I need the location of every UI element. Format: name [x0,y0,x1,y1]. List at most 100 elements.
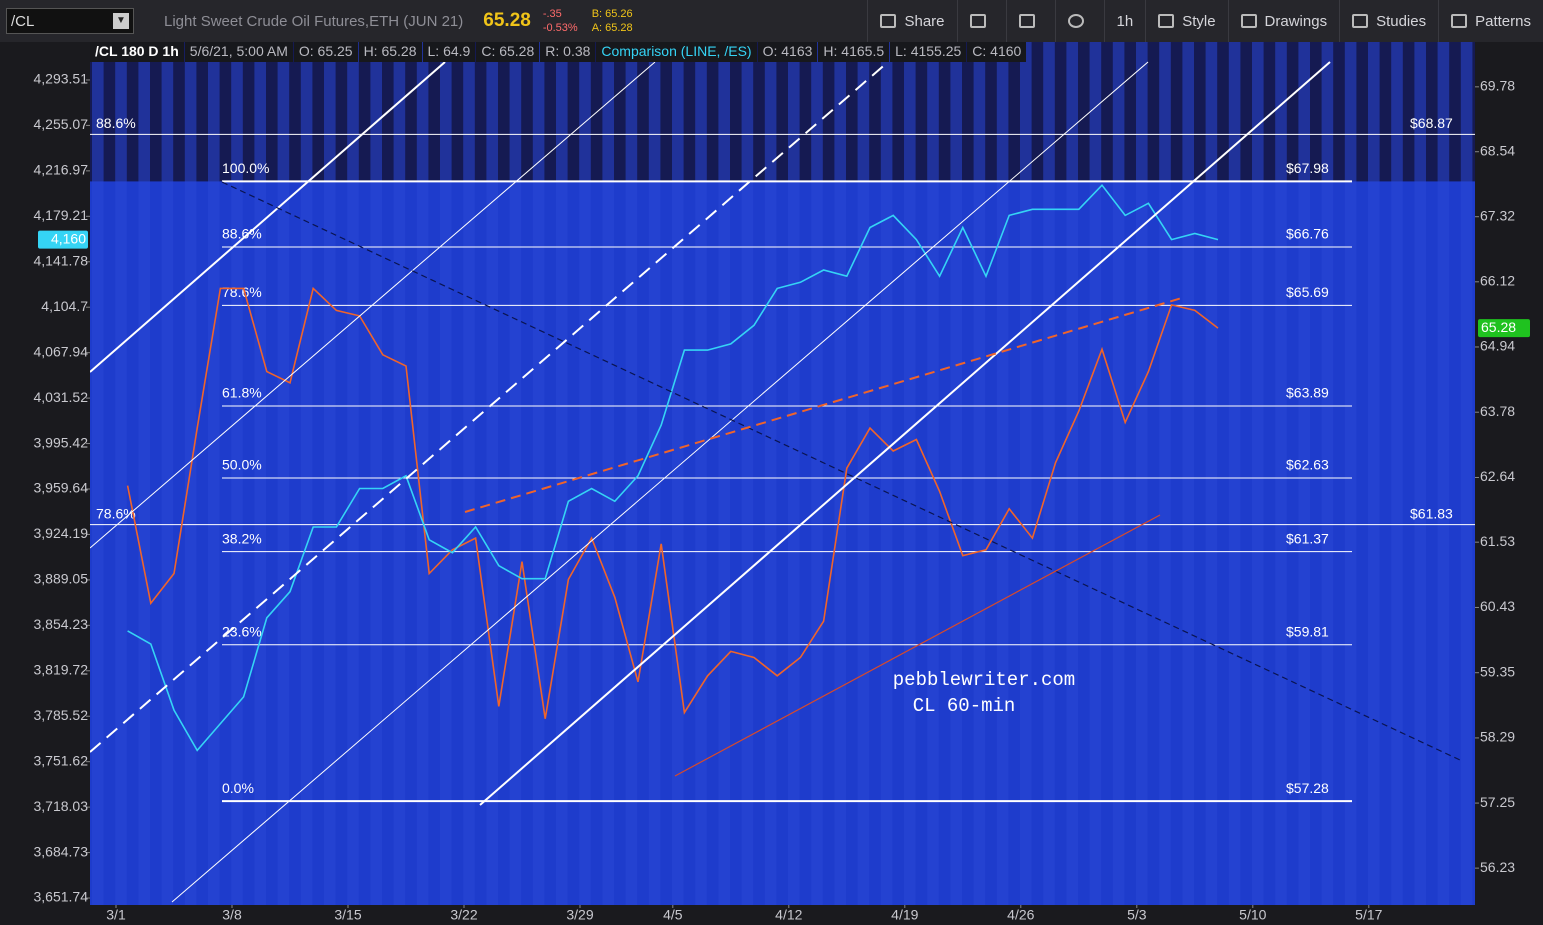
x-tick-label: 3/1 [106,907,126,923]
symbol: /CL [11,12,35,30]
lab-button[interactable] [1005,0,1055,42]
stripe [1437,42,1450,905]
stripe [161,42,174,905]
stripe [393,42,406,905]
trend-line [89,61,446,373]
icon [1067,14,1084,28]
y2-tick-label: 3,651.74 [34,889,89,905]
ohlc: R: 0.38 [540,42,596,62]
x-tick-label: 3/8 [222,907,242,923]
stripe [811,42,823,905]
upper-zone [90,42,1475,182]
patterns-button[interactable]: Patterns [1438,0,1543,42]
stripe [1043,42,1055,905]
header: /CL 180 D 1h 5/6/21, 5:00 AM O: 65.25 H:… [90,42,1027,62]
fib-price-label: $57.28 [1286,780,1329,796]
stripe [1228,42,1241,905]
x-tick-label: 4/19 [891,907,918,923]
fib-price-label: $66.76 [1286,226,1329,242]
y2-tick-label: 3,785.52 [34,707,89,723]
watermark: CL 60-min [913,695,1016,717]
icon [1240,14,1257,28]
stripe [1112,42,1125,905]
stripe [764,42,777,905]
right-axis [1475,42,1543,905]
stripe [1275,42,1287,905]
stripe [532,42,545,905]
trend-line [479,61,1331,806]
y2-marker-box [38,230,88,249]
stripe [440,42,452,905]
stripe [254,42,266,905]
fib-price-label: $61.37 [1286,530,1329,546]
ohlc: C: 65.28 [476,42,540,62]
ohlc: L: 64.9 [422,42,476,62]
fib-price-label: $62.63 [1286,457,1329,473]
stripe [579,42,591,905]
stripe [1321,42,1334,905]
icon [969,14,986,28]
settings-button[interactable] [1054,0,1104,42]
change: -.35 -0.53% [543,7,578,35]
y2-tick-label: 3,684.73 [34,843,89,859]
bid-ask: B: 65.26 A: 65.28 [592,7,633,35]
drawings-button[interactable]: Drawings [1227,0,1340,42]
stripe [92,42,104,905]
x-tick-label: 3/22 [450,907,477,923]
y-tick-label: 66.12 [1480,273,1515,289]
y-tick-label: 56.23 [1480,859,1515,875]
stripe [1414,42,1426,905]
stripe [718,42,730,905]
stripe [208,42,220,905]
stripe [509,42,522,905]
watermark: pebblewriter.com [893,669,1075,691]
fib-label: 78.6% [222,284,262,300]
last-price: 65.28 [483,10,531,31]
trend-line [221,181,1461,761]
stripe [347,42,359,905]
share-button[interactable]: Share [867,0,956,42]
fib-price-label: $67.98 [1286,160,1329,176]
y-marker-box [1478,319,1530,338]
fib-label: 0.0% [222,780,254,796]
stripe [1252,42,1264,905]
fib-label: 23.6% [222,623,262,639]
stripe [648,42,661,905]
icon [1018,14,1035,28]
y-tick-label: 60.43 [1480,598,1515,614]
flag-button[interactable] [956,0,1006,42]
x-tick-label: 4/5 [663,907,683,923]
fib-price-label: $63.89 [1286,385,1329,401]
style-button[interactable]: Style [1145,0,1227,42]
x-tick-label: 5/17 [1355,907,1382,923]
timeframe-button[interactable]: 1h [1103,0,1146,42]
y2-tick-label: 3,819.72 [34,661,89,677]
trend-line [674,514,1161,777]
label: Drawings [1264,12,1328,30]
stripe [695,42,707,905]
label: Share [904,12,945,30]
fib-price-label: $59.81 [1286,623,1329,639]
studies-button[interactable]: Studies [1339,0,1438,42]
stripe [1020,42,1032,905]
symbol-box[interactable]: /CL ▼ [6,8,134,34]
stripe [834,42,846,905]
reference-price-label: $68.87 [1410,115,1453,131]
y2-tick-label: 3,718.03 [34,798,89,814]
drawings [89,61,1461,903]
label: Patterns [1475,12,1531,30]
x-tick-label: 4/12 [775,907,802,923]
fib-label: 61.8% [222,385,262,401]
trend-line [464,296,1186,513]
left-axis [0,42,90,905]
x-tick-label: 5/10 [1239,907,1266,923]
dropdown: ▼ [113,13,129,29]
stripe [1344,42,1357,905]
y-tick-label: 57.25 [1480,794,1515,810]
ohlc: H: 65.28 [358,42,422,62]
y2-marker: 4,160 [51,230,86,246]
stripe [1298,42,1310,905]
y2-tick-label: 3,924.19 [34,525,89,541]
marks: 100.0% $67.98 88.6% $66.76 78.6% $65.69 61.8% $… [90,115,1475,803]
stripe [996,42,1009,905]
